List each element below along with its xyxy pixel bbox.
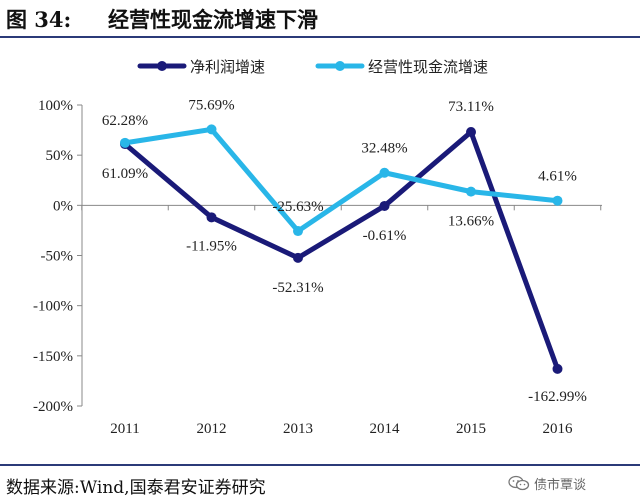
data-label-series-2: 75.69% — [188, 97, 234, 113]
x-tick-label: 2013 — [283, 421, 313, 437]
figure-footer: 数据来源:Wind,国泰君安证券研究 债市覃谈 — [0, 464, 640, 501]
series-1-point — [206, 212, 217, 223]
x-tick-label: 2015 — [456, 421, 486, 437]
legend-label: 经营性现金流增速 — [368, 58, 488, 76]
x-tick-label: 2014 — [370, 421, 401, 437]
line-chart: 100% 50% 0% -50% -100% -150% -200% 2011 2012 2013… — [33, 58, 602, 437]
legend-swatch-marker — [335, 61, 345, 71]
watermark: 债市覃谈 — [534, 478, 587, 493]
data-label-series-2: 13.66% — [448, 214, 494, 230]
series-2-point — [206, 124, 217, 135]
series-line-1 — [122, 129, 560, 372]
y-tick-label: -200% — [33, 399, 73, 415]
data-label-series-1: 73.11% — [448, 99, 494, 115]
series-line-2 — [122, 126, 560, 234]
figure-label: 图 34: — [6, 7, 72, 32]
data-label-series-1: -162.99% — [528, 389, 587, 405]
y-tick-label: -50% — [41, 249, 74, 265]
data-label-series-2: 62.28% — [102, 113, 148, 129]
series-1-point — [379, 200, 390, 211]
y-tick-label: 0% — [53, 198, 73, 214]
series-1-point — [293, 252, 303, 263]
series-2-point — [379, 167, 390, 178]
series-2-point — [466, 186, 476, 197]
series-2-point — [552, 195, 563, 206]
figure-title: 经营性现金流增速下滑 — [108, 8, 318, 32]
legend-swatch-marker — [157, 61, 167, 71]
data-label-series-1: 61.09% — [102, 166, 148, 182]
legend-label: 净利润增速 — [190, 58, 265, 76]
wechat-icon — [508, 475, 530, 491]
series-1-point — [552, 363, 563, 374]
y-tick-label: 50% — [46, 148, 74, 164]
x-tick-label: 2012 — [197, 421, 227, 437]
figure-header: 图 34: 经营性现金流增速下滑 — [0, 0, 640, 38]
data-label-series-2: 32.48% — [361, 141, 407, 157]
x-tick-label: 2011 — [110, 421, 139, 437]
y-tick-label: -150% — [33, 349, 73, 365]
data-label-series-2: 4.61% — [538, 169, 577, 185]
series-2-point — [293, 226, 303, 237]
y-tick-label: 100% — [38, 98, 73, 114]
data-label-series-1: -0.61% — [363, 228, 407, 244]
y-tick-label: -100% — [33, 299, 73, 315]
x-tick-label: 2016 — [543, 421, 574, 437]
data-label-series-1: -52.31% — [272, 280, 323, 296]
series-2-point — [120, 137, 130, 148]
data-label-series-2: -25.63% — [272, 199, 323, 215]
series-1-point — [466, 126, 476, 137]
source-note: 数据来源:Wind,国泰君安证券研究 — [6, 478, 266, 498]
data-label-series-1: -11.95% — [186, 238, 237, 254]
